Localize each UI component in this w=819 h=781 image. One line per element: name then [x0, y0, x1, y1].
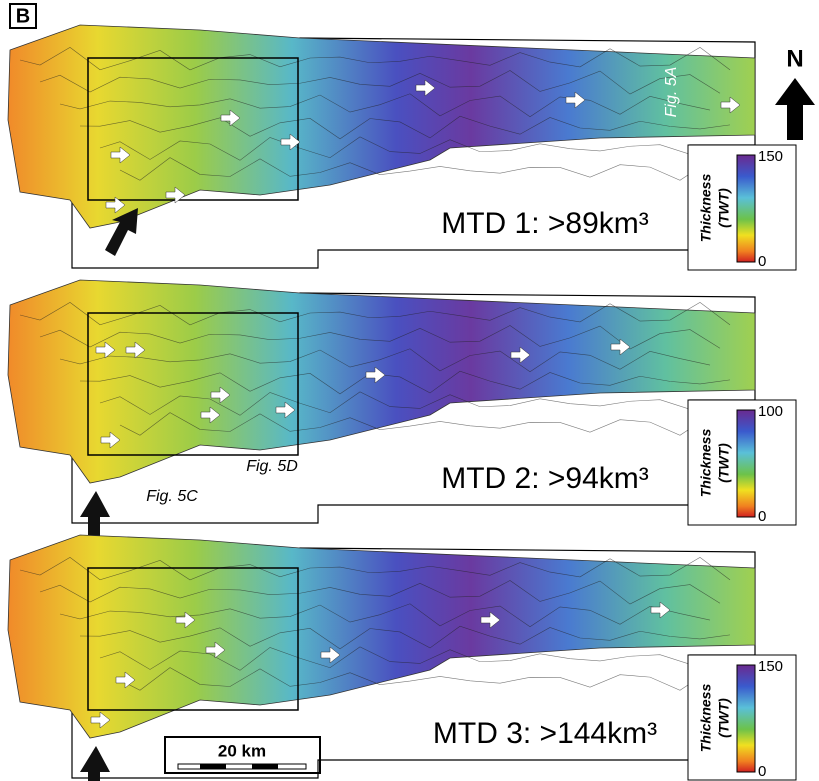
- colorbar-max: 150: [758, 658, 783, 675]
- colorbar: [737, 410, 755, 517]
- thickness-map: [8, 280, 755, 483]
- map-panel: Thickness(TWT) 100 0 MTD 2: >94km³ Fig. 5D Fi…: [8, 280, 796, 540]
- colorbar-title: Thickness: [698, 174, 714, 243]
- colorbar-unit: (TWT): [716, 188, 732, 228]
- north-label: N: [786, 45, 803, 72]
- colorbar-max: 150: [758, 148, 783, 165]
- scale-bar: [178, 764, 306, 769]
- colorbar-max: 100: [758, 403, 783, 420]
- figure-callout: Fig. 5C: [146, 488, 198, 505]
- colorbar-title: Thickness: [698, 429, 714, 498]
- colorbar-min: 0: [758, 508, 766, 525]
- figure-label: B: [16, 5, 30, 27]
- source-arrow: [80, 746, 110, 781]
- panel-label: MTD 2: >94km³: [441, 462, 649, 495]
- colorbar: [737, 665, 755, 772]
- colorbar: [737, 155, 755, 262]
- figure-callout: Fig. 5A: [663, 67, 680, 118]
- source-arrow: [80, 491, 110, 540]
- scale-bar-label: 20 km: [218, 741, 266, 760]
- thickness-map: [8, 25, 755, 228]
- panel-label: MTD 3: >144km³: [433, 717, 657, 750]
- panel-label: MTD 1: >89km³: [441, 207, 649, 240]
- map-panel: Thickness(TWT) 150 0 MTD 1: >89km³ Fig. 5A: [8, 25, 796, 270]
- map-panel: Thickness(TWT) 150 0 MTD 3: >144km³: [8, 535, 796, 781]
- colorbar-title: Thickness: [698, 684, 714, 753]
- colorbar-min: 0: [758, 253, 766, 270]
- colorbar-unit: (TWT): [716, 698, 732, 738]
- thickness-map: [8, 535, 755, 738]
- colorbar-min: 0: [758, 763, 766, 780]
- figure-callout: Fig. 5D: [246, 458, 298, 475]
- figure: B N 20 km Thickness(TWT)1500MTD 1: >89km…: [0, 0, 819, 781]
- colorbar-unit: (TWT): [716, 443, 732, 483]
- north-arrow: [775, 78, 815, 140]
